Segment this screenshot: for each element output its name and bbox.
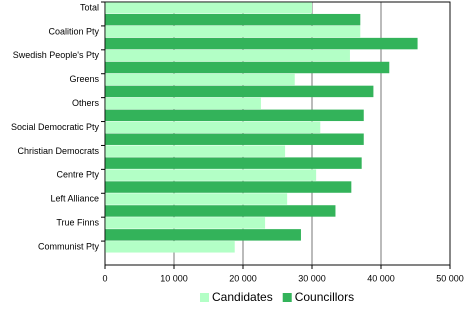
- bar: [105, 2, 312, 14]
- y-tick-label: Centre Pty: [56, 170, 99, 180]
- x-tick-label: 50 000: [436, 273, 464, 283]
- bar: [105, 13, 361, 26]
- y-tick-label: Christian Democrats: [17, 146, 99, 156]
- y-tick-label: Others: [72, 98, 100, 108]
- bar: [105, 145, 286, 157]
- legend-swatch: [200, 293, 209, 302]
- plot-border: [104, 1, 451, 266]
- bar: [105, 73, 295, 86]
- y-tick-label: Greens: [69, 74, 99, 84]
- bar: [105, 109, 364, 122]
- bar: [105, 169, 317, 181]
- y-tick-label: True Finns: [56, 218, 99, 228]
- bar: [105, 241, 235, 253]
- bar: [105, 181, 352, 193]
- bar: [105, 205, 336, 217]
- x-tick-label: 0: [102, 273, 107, 283]
- bar: [105, 85, 374, 98]
- legend-swatch: [282, 293, 292, 302]
- x-tick-label: 30 000: [298, 273, 326, 283]
- bar: [105, 61, 390, 74]
- bar: [105, 97, 261, 110]
- x-tick-label: 20 000: [229, 273, 257, 283]
- bar: [105, 193, 288, 205]
- bar: [105, 133, 364, 145]
- bar: [105, 157, 362, 169]
- y-tick-label: Coalition Pty: [48, 26, 99, 36]
- bar: [105, 217, 266, 229]
- bar: [105, 121, 321, 133]
- bar: [105, 49, 350, 62]
- legend-label: Councillors: [295, 290, 354, 304]
- bar: [105, 25, 361, 38]
- y-tick-label: Total: [80, 2, 99, 12]
- x-tick-label: 10 000: [160, 273, 188, 283]
- bar: [105, 229, 301, 241]
- x-tick-label: 40 000: [367, 273, 395, 283]
- y-tick-label: Social Democratic Pty: [11, 122, 100, 132]
- legend-label: Candidates: [212, 290, 273, 304]
- bar: [105, 37, 418, 50]
- y-tick-label: Left Alliance: [50, 194, 99, 204]
- y-tick-label: Communist Pty: [38, 241, 100, 251]
- y-tick-label: Swedish People's Pty: [13, 50, 100, 60]
